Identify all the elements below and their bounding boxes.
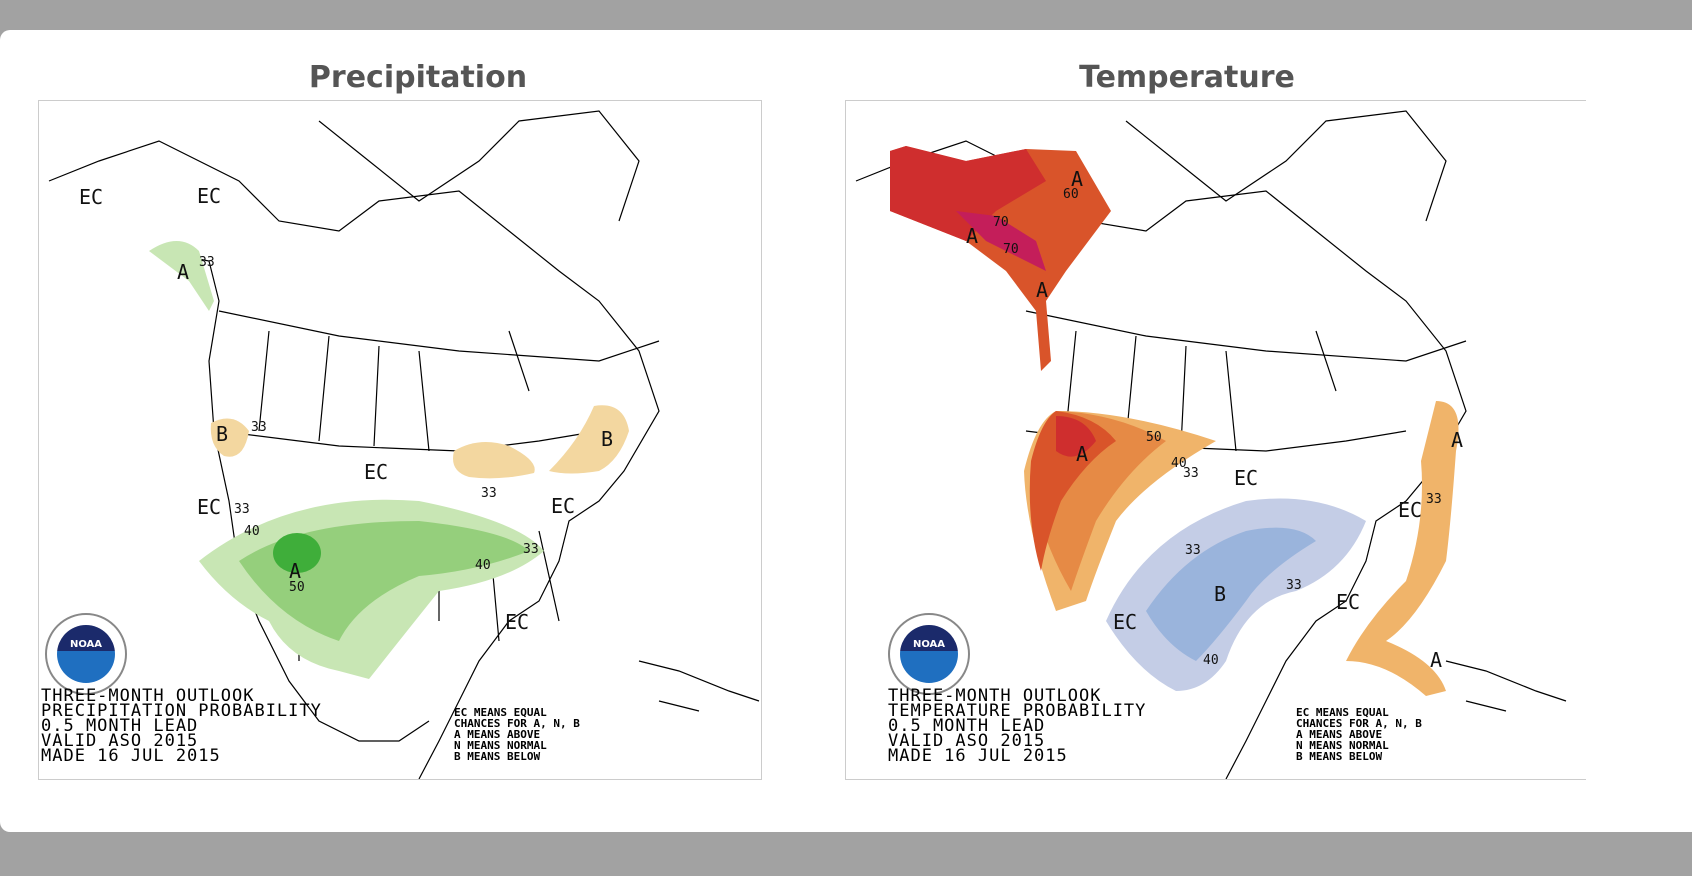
map-label: EC — [1336, 590, 1360, 614]
precipitation-map-labels: EC EC 33 A B 33 EC B 33 EC 33 40 EC A 50… — [79, 184, 613, 634]
temperature-map-labels: A 60 70 A 70 A A 50 40 33 EC 33 B 33 EC … — [966, 167, 1463, 672]
map-label: 33 — [523, 542, 539, 557]
map-label: 33 — [199, 255, 215, 270]
temperature-title: Temperature — [1079, 60, 1295, 95]
map-label: 70 — [993, 215, 1009, 230]
above-33-region-east — [1346, 401, 1459, 696]
precipitation-map-graphic: EC EC 33 A B 33 EC B 33 EC 33 40 EC A 50… — [48, 110, 760, 779]
map-label: EC — [1398, 498, 1422, 522]
map-label: B — [601, 427, 613, 451]
map-label: 50 — [289, 580, 305, 595]
precipitation-outlook-map[interactable]: EC EC 33 A B 33 EC B 33 EC 33 40 EC A 50… — [38, 100, 762, 780]
temperature-map-graphic: A 60 70 A 70 A A 50 40 33 EC 33 B 33 EC … — [855, 110, 1567, 779]
continent-outlines — [48, 110, 760, 779]
noaa-logo: NOAA — [45, 613, 127, 695]
map-caption: THREE-MONTH OUTLOOK PRECIPITATION PROBABI… — [41, 686, 322, 766]
map-label: A — [1076, 442, 1088, 466]
map-label: 40 — [475, 558, 491, 573]
temperature-outlook-map[interactable]: A 60 70 A 70 A A 50 40 33 EC 33 B 33 EC … — [845, 100, 1586, 780]
map-label: A — [289, 559, 301, 583]
above-70-region-alaska — [956, 211, 1046, 271]
map-label: 33 — [1185, 543, 1201, 558]
map-label: B — [216, 422, 228, 446]
map-label: 33 — [481, 486, 497, 501]
map-label: EC — [197, 184, 221, 208]
map-label: 33 — [1426, 492, 1442, 507]
map-label: B — [1214, 582, 1226, 606]
below-33-region-northeast — [549, 405, 629, 474]
precipitation-title: Precipitation — [308, 60, 528, 95]
map-label: 40 — [244, 524, 260, 539]
above-50-region — [273, 533, 321, 573]
map-label: 33 — [234, 502, 250, 517]
map-label: 33 — [1183, 466, 1199, 481]
above-50-region-west — [1029, 411, 1116, 571]
map-label: A — [1430, 648, 1442, 672]
map-label: 33 — [1286, 578, 1302, 593]
map-label: A — [177, 260, 189, 284]
map-label: A — [1451, 428, 1463, 452]
map-label: 70 — [1003, 242, 1019, 257]
map-label: A — [1071, 167, 1083, 191]
map-label: 60 — [1063, 187, 1079, 202]
map-label: A — [966, 224, 978, 248]
noaa-logo: NOAA — [888, 613, 970, 695]
map-label: EC — [1113, 610, 1137, 634]
below-33-region-northwest — [210, 418, 249, 457]
map-label: EC — [551, 494, 575, 518]
map-label: A — [1036, 278, 1048, 302]
map-label: EC — [505, 610, 529, 634]
map-caption: THREE-MONTH OUTLOOK TEMPERATURE PROBABILI… — [888, 686, 1147, 766]
below-40-region-central — [1146, 527, 1316, 661]
map-label: 40 — [1203, 653, 1219, 668]
map-label: EC — [79, 185, 103, 209]
map-label: EC — [197, 495, 221, 519]
map-label: EC — [364, 460, 388, 484]
above-33-region-alaska — [149, 241, 214, 311]
map-label: EC — [1234, 466, 1258, 490]
map-label: 40 — [1171, 456, 1187, 471]
below-33-region-greatlakes — [453, 442, 535, 479]
above-60-region-northwest — [1056, 416, 1096, 457]
map-label: 50 — [1146, 430, 1162, 445]
above-60-region-alaska — [890, 146, 1046, 241]
map-label: 33 — [251, 420, 267, 435]
